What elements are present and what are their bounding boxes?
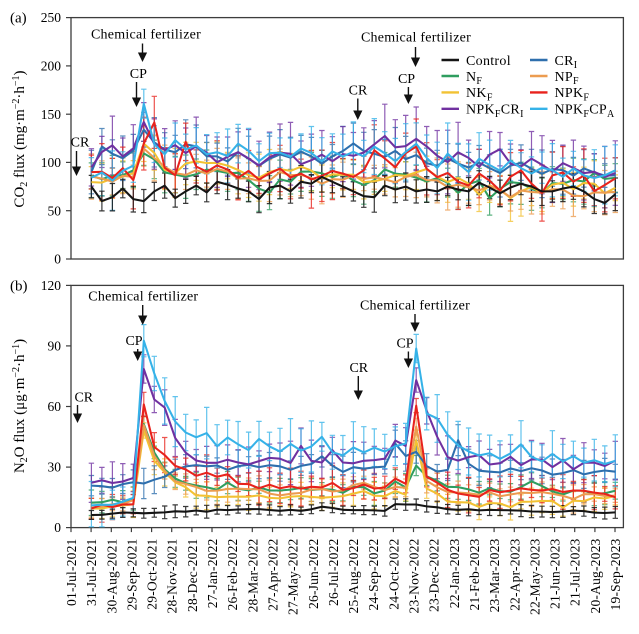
- svg-text:120: 120: [41, 278, 62, 293]
- svg-text:CR: CR: [349, 84, 368, 99]
- svg-text:24-Sep-2022: 24-Sep-2022: [366, 539, 381, 611]
- svg-text:29-Oct-2021: 29-Oct-2021: [145, 539, 160, 610]
- svg-text:(a): (a): [10, 11, 27, 27]
- svg-text:0: 0: [54, 252, 61, 267]
- svg-text:100: 100: [41, 155, 62, 170]
- svg-text:0: 0: [54, 520, 61, 535]
- svg-text:CP: CP: [396, 337, 413, 352]
- svg-text:CR: CR: [349, 361, 368, 376]
- svg-text:29-Sep-2021: 29-Sep-2021: [124, 539, 139, 611]
- svg-text:23-Dec-2022: 23-Dec-2022: [427, 539, 442, 612]
- svg-text:01-Jul-2021: 01-Jul-2021: [64, 539, 79, 606]
- svg-text:25-Aug-2022: 25-Aug-2022: [346, 539, 361, 614]
- svg-text:22-May-2023: 22-May-2023: [527, 538, 542, 614]
- svg-text:Chemical fertilizer: Chemical fertilizer: [361, 31, 471, 46]
- svg-text:Chemical fertilizer: Chemical fertilizer: [360, 299, 470, 314]
- svg-text:CRI: CRI: [555, 54, 578, 71]
- svg-text:N2O flux (μg·m−2·h−1): N2O flux (μg·m−2·h−1): [11, 339, 30, 473]
- svg-text:50: 50: [48, 203, 62, 218]
- svg-text:21-Jul-2023: 21-Jul-2023: [568, 538, 583, 605]
- svg-text:NPKFCPA: NPKFCPA: [555, 103, 616, 120]
- svg-text:NPF: NPF: [555, 70, 580, 87]
- svg-text:CO2 flux (mg·m−2·h−1): CO2 flux (mg·m−2·h−1): [11, 70, 30, 207]
- svg-text:23-Nov-2022: 23-Nov-2022: [407, 539, 422, 614]
- svg-text:26-Jul-2022: 26-Jul-2022: [326, 539, 341, 606]
- svg-text:CR: CR: [71, 136, 90, 151]
- svg-text:30-Aug-2021: 30-Aug-2021: [104, 539, 119, 614]
- svg-text:27-May-2022: 27-May-2022: [286, 539, 301, 615]
- svg-text:27-Apr-2022: 27-Apr-2022: [266, 539, 281, 611]
- svg-text:CR: CR: [74, 391, 93, 406]
- svg-text:90: 90: [48, 339, 62, 354]
- svg-text:28-Nov-2021: 28-Nov-2021: [165, 539, 180, 614]
- svg-text:250: 250: [41, 10, 62, 25]
- svg-text:60: 60: [48, 399, 62, 414]
- svg-text:NF: NF: [466, 70, 482, 87]
- svg-text:27-Jan-2022: 27-Jan-2022: [205, 539, 220, 609]
- svg-text:19-Sep-2023: 19-Sep-2023: [608, 538, 623, 610]
- svg-text:Control: Control: [466, 54, 511, 69]
- svg-text:26-Feb-2022: 26-Feb-2022: [225, 539, 240, 611]
- svg-text:NPKFCRI: NPKFCRI: [466, 103, 524, 120]
- svg-text:23-Mar-2023: 23-Mar-2023: [487, 538, 502, 612]
- svg-text:Chemical fertilizer: Chemical fertilizer: [88, 290, 198, 305]
- svg-text:28-Mar-2022: 28-Mar-2022: [245, 539, 260, 613]
- svg-text:NKF: NKF: [466, 86, 493, 103]
- svg-text:26-Jun-2022: 26-Jun-2022: [306, 539, 321, 609]
- svg-text:Chemical fertilizer: Chemical fertilizer: [91, 28, 201, 43]
- svg-text:21-Feb-2023: 21-Feb-2023: [467, 538, 482, 610]
- svg-text:CP: CP: [130, 67, 147, 82]
- svg-text:22-Jan-2023: 22-Jan-2023: [447, 538, 462, 608]
- svg-text:20-Aug-2023: 20-Aug-2023: [588, 538, 603, 613]
- svg-text:30: 30: [48, 460, 62, 475]
- svg-text:24-Oct-2022: 24-Oct-2022: [386, 539, 401, 610]
- svg-text:150: 150: [41, 107, 62, 122]
- svg-text:NPKF: NPKF: [555, 86, 590, 103]
- svg-text:22-Apr-2023: 22-Apr-2023: [507, 538, 522, 610]
- svg-text:CP: CP: [398, 72, 415, 87]
- svg-text:CP: CP: [125, 334, 142, 349]
- svg-text:21-Jun-2023: 21-Jun-2023: [548, 538, 563, 608]
- svg-text:28-Dec-2021: 28-Dec-2021: [185, 539, 200, 612]
- svg-text:(b): (b): [10, 279, 28, 295]
- svg-text:31-Jul-2021: 31-Jul-2021: [84, 539, 99, 606]
- svg-text:200: 200: [41, 59, 62, 74]
